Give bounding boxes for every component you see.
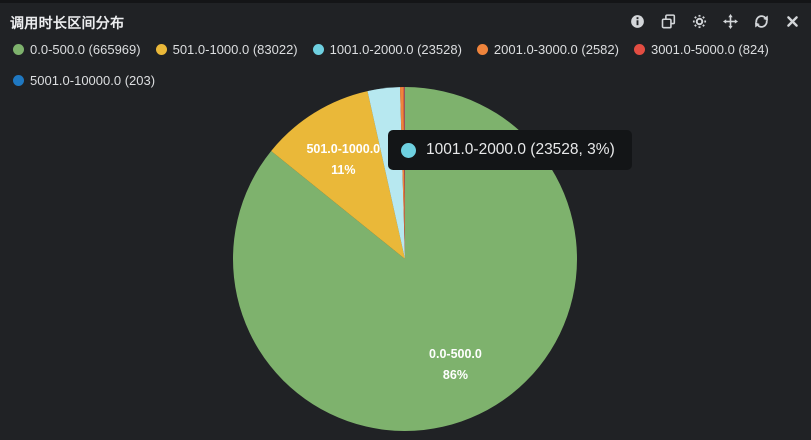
- legend-color-dot: [13, 75, 24, 86]
- legend-label: 3001.0-5000.0 (824): [650, 42, 769, 57]
- pie-chart: 0.0-500.0 86% 501.0-1000.0 11%: [0, 3, 811, 440]
- move-icon[interactable]: [723, 14, 738, 29]
- panel-toolbar: [630, 14, 800, 29]
- legend-item[interactable]: 0.0-500.0 (665969): [13, 42, 141, 57]
- legend-item[interactable]: 501.0-1000.0 (83022): [155, 42, 298, 57]
- pie-slice[interactable]: [271, 91, 405, 259]
- duplicate-icon[interactable]: [661, 14, 676, 29]
- legend-item[interactable]: 5001.0-10000.0 (203): [13, 73, 155, 88]
- legend-color-dot: [155, 44, 167, 55]
- legend-color-dot: [13, 44, 24, 55]
- pie-slice[interactable]: [232, 87, 577, 431]
- pie-svg: [232, 86, 577, 431]
- legend-color-dot: [312, 44, 324, 55]
- panel-title[interactable]: 调用时长区间分布: [10, 15, 125, 31]
- gear-icon[interactable]: [692, 14, 707, 29]
- legend-color-dot: [476, 44, 488, 55]
- legend-label: 0.0-500.0 (665969): [30, 42, 141, 57]
- legend-item[interactable]: 1001.0-2000.0 (23528): [312, 42, 462, 57]
- legend-label: 5001.0-10000.0 (203): [30, 73, 156, 88]
- legend-item[interactable]: 3001.0-5000.0 (824): [633, 42, 769, 57]
- legend-color-dot: [633, 44, 645, 55]
- panel-header: 调用时长区间分布: [0, 3, 811, 35]
- close-icon[interactable]: [785, 14, 800, 29]
- legend-label: 2001.0-3000.0 (2582): [493, 42, 619, 57]
- legend: 0.0-500.0 (665969) 501.0-1000.0 (83022) 10…: [13, 42, 785, 88]
- legend-label: 501.0-1000.0 (83022): [172, 42, 298, 57]
- legend-label: 1001.0-2000.0 (23528): [329, 42, 462, 57]
- legend-item[interactable]: 2001.0-3000.0 (2582): [476, 42, 619, 57]
- info-icon[interactable]: [630, 14, 645, 29]
- refresh-icon[interactable]: [754, 14, 769, 29]
